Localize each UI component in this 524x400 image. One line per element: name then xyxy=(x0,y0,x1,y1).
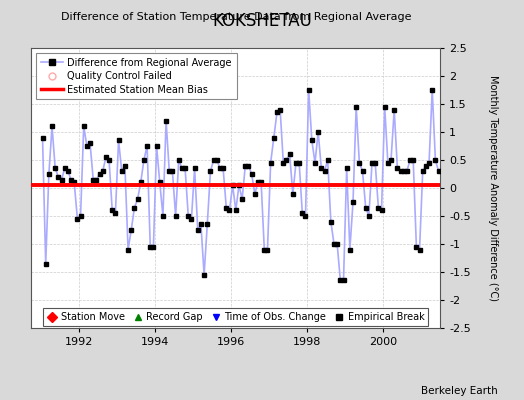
Legend: Station Move, Record Gap, Time of Obs. Change, Empirical Break: Station Move, Record Gap, Time of Obs. C… xyxy=(43,308,428,326)
Text: KOKSHETAU: KOKSHETAU xyxy=(212,12,312,30)
Text: Berkeley Earth: Berkeley Earth xyxy=(421,386,498,396)
Y-axis label: Monthly Temperature Anomaly Difference (°C): Monthly Temperature Anomaly Difference (… xyxy=(488,75,498,301)
Title: Difference of Station Temperature Data from Regional Average: Difference of Station Temperature Data f… xyxy=(61,12,411,22)
